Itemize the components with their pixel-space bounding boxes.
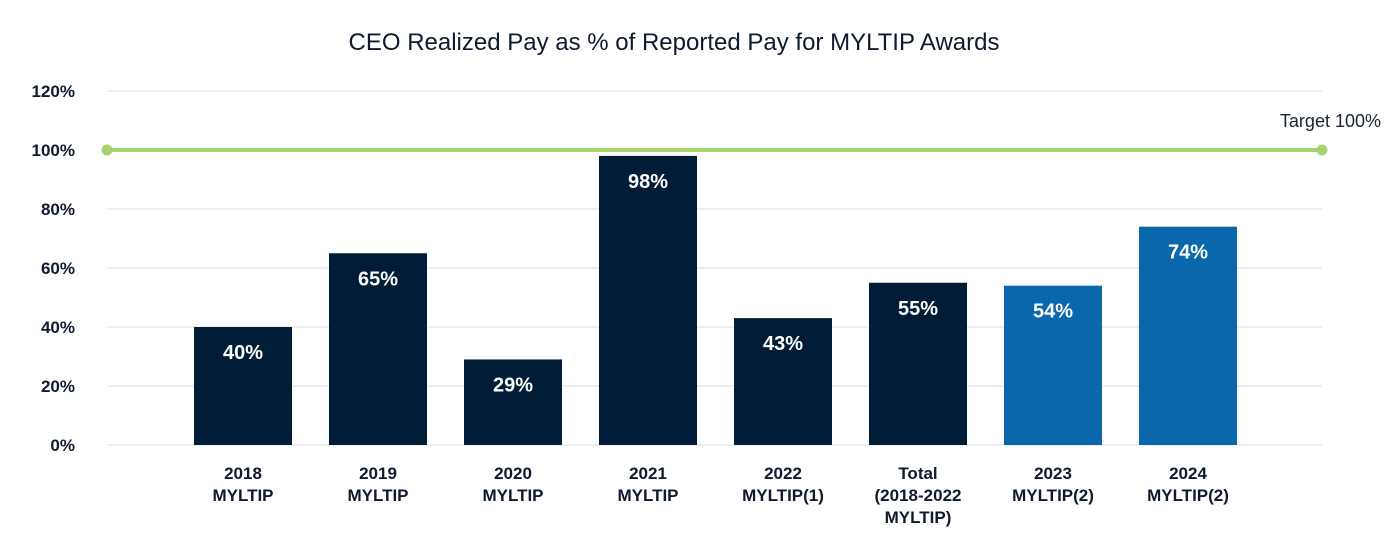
- target-label: Target 100%: [1280, 111, 1381, 131]
- y-tick-label: 120%: [32, 82, 75, 101]
- x-tick-label: MYLTIP: [482, 486, 543, 505]
- x-tick-label: MYLTIP: [617, 486, 678, 505]
- x-tick-label: 2018: [224, 464, 262, 483]
- x-tick-label: (2018-2022: [875, 486, 962, 505]
- y-tick-label: 20%: [41, 377, 75, 396]
- x-tick-label: MYLTIP: [212, 486, 273, 505]
- bar-value-label: 40%: [223, 342, 263, 364]
- bar-value-label: 43%: [763, 333, 803, 355]
- bar-value-label: 54%: [1033, 301, 1073, 323]
- target-line-start-marker: [101, 144, 113, 156]
- x-tick-label: 2021: [629, 464, 667, 483]
- bar: [734, 318, 832, 445]
- bar: [329, 253, 427, 445]
- x-tick-label: 2022: [764, 464, 802, 483]
- bar: [1004, 285, 1102, 445]
- x-tick-label: MYLTIP: [347, 486, 408, 505]
- x-tick-label: 2019: [359, 464, 397, 483]
- bar-value-label: 29%: [493, 374, 533, 396]
- bar-value-label: 74%: [1168, 242, 1208, 264]
- target-line-end-marker: [1316, 144, 1328, 156]
- bar: [1139, 226, 1237, 445]
- bars-group: [194, 155, 1237, 445]
- x-tick-label: 2023: [1034, 464, 1072, 483]
- y-tick-label: 60%: [41, 259, 75, 278]
- y-axis-ticks: 0% 20% 40% 60% 80% 100% 120%: [32, 82, 75, 455]
- bar: [869, 282, 967, 445]
- x-tick-label: Total: [898, 464, 937, 483]
- bar: [599, 155, 697, 445]
- x-tick-label: 2020: [494, 464, 532, 483]
- y-tick-label: 40%: [41, 318, 75, 337]
- x-tick-label: 2024: [1169, 464, 1207, 483]
- y-tick-label: 80%: [41, 200, 75, 219]
- chart-title: CEO Realized Pay as % of Reported Pay fo…: [349, 29, 1000, 56]
- bar-value-label: 55%: [898, 298, 938, 320]
- x-tick-label: MYLTIP(2): [1147, 486, 1229, 505]
- bar-value-label: 98%: [628, 171, 668, 193]
- bar: [194, 327, 292, 445]
- bar-value-labels: 40% 65% 29% 98% 43% 55% 54% 74%: [223, 171, 1208, 397]
- x-tick-label: MYLTIP(1): [742, 486, 824, 505]
- bar-value-label: 65%: [358, 268, 398, 290]
- x-tick-label: MYLTIP): [885, 508, 952, 527]
- x-axis-ticks: 2018 MYLTIP 2019 MYLTIP 2020 MYLTIP 2021 MYLTIP…: [212, 464, 1228, 527]
- bar: [464, 359, 562, 445]
- x-tick-label: MYLTIP(2): [1012, 486, 1094, 505]
- y-tick-label: 100%: [32, 141, 75, 160]
- target-line-group: Target 100%: [101, 111, 1381, 156]
- y-tick-label: 0%: [50, 436, 75, 455]
